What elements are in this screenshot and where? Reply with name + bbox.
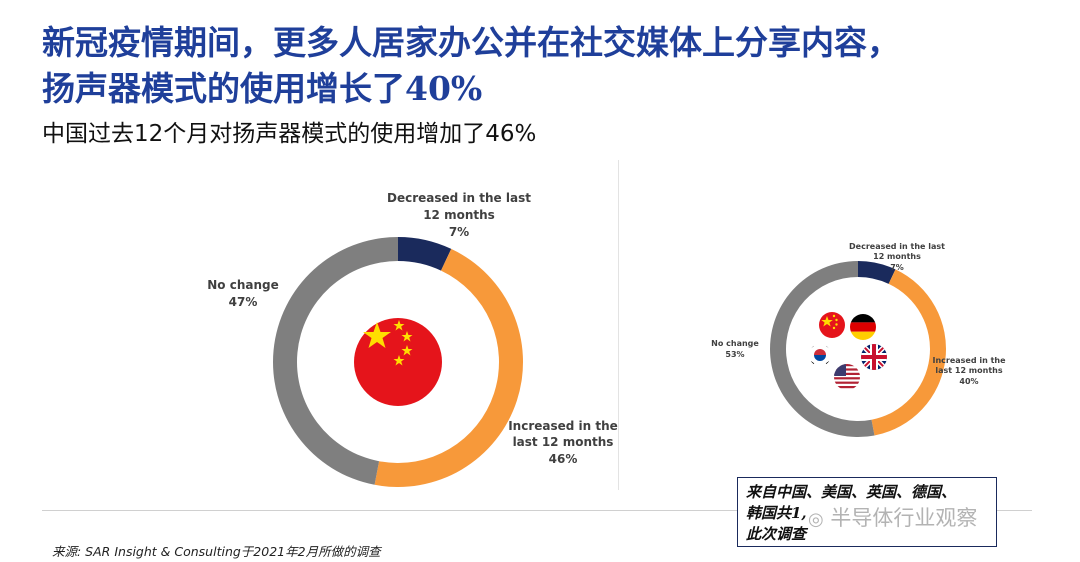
title-line-1: 新冠疫情期间，更多人居家办公并在社交媒体上分享内容， xyxy=(42,23,900,62)
source-note: 来源: SAR Insight & Consulting于2021年2月所做的调… xyxy=(52,544,381,559)
chart1-label-nochange: No change xyxy=(207,278,279,292)
chart2-value-increased: 40% xyxy=(959,377,978,386)
donut-chart-global xyxy=(770,261,946,438)
chart2-label-decreased-line1: Decreased in the last xyxy=(849,242,945,251)
wechat-icon: ◎ xyxy=(808,509,824,530)
chart2-label-increased-line1: Increased in the xyxy=(932,356,1006,365)
chart1-label-decreased-line2: 12 months xyxy=(423,208,495,222)
chart1-value-nochange: 47% xyxy=(229,295,258,309)
china-flag-icon xyxy=(354,318,442,406)
chart1-slice-0 xyxy=(398,237,452,271)
donut-chart-china xyxy=(272,237,524,488)
chart1-value-decreased: 7% xyxy=(449,225,469,239)
page-title: 新冠疫情期间，更多人居家办公并在社交媒体上分享内容， 扬声器模式的使用增长了40… xyxy=(42,20,1042,112)
korea-flag-icon xyxy=(809,344,831,366)
chart1-labels: Decreased in the last 12 months 7% No ch… xyxy=(207,191,618,466)
chart2-slice-0 xyxy=(858,261,896,284)
chart1-label-decreased-line1: Decreased in the last xyxy=(387,191,531,205)
title-line-2: 扬声器模式的使用增长了40% xyxy=(42,69,483,108)
chart1-label-increased-line1: Increased in the xyxy=(508,419,618,433)
note-line-2: 韩国共1, xyxy=(746,504,807,522)
chart1-label-increased-line2: last 12 months xyxy=(513,435,614,449)
chart2-label-decreased-line2: 12 months xyxy=(873,252,921,261)
germany-flag-icon xyxy=(850,314,876,340)
chart1-slice-2 xyxy=(272,237,398,485)
chart1-value-increased: 46% xyxy=(549,452,578,466)
chart2-value-nochange: 53% xyxy=(725,350,744,359)
chart1-slice-1 xyxy=(374,248,524,488)
china-flag-icon xyxy=(819,312,845,338)
chart2-label-increased-line2: last 12 months xyxy=(935,366,1002,375)
watermark: ◎ 半导体行业观察 xyxy=(808,502,977,532)
note-line-1: 来自中国、美国、英国、德国、 xyxy=(746,483,957,501)
panel-divider xyxy=(618,160,619,490)
chart2-label-nochange: No change xyxy=(711,339,759,348)
uk-flag-icon xyxy=(861,344,887,370)
watermark-text: 半导体行业观察 xyxy=(830,506,978,530)
note-line-3: 此次调查 xyxy=(746,525,807,543)
chart2-labels: Decreased in the last 12 months 7% No ch… xyxy=(711,242,1006,386)
usa-flag-icon xyxy=(834,364,860,390)
page-subtitle: 中国过去12个月对扬声器模式的使用增加了46% xyxy=(42,121,537,147)
chart2-slice-2 xyxy=(770,261,875,438)
chart2-slice-1 xyxy=(871,269,946,436)
footer-divider xyxy=(42,510,1032,511)
survey-note-box: 来自中国、美国、英国、德国、 韩国共1, 此次调查 xyxy=(737,477,997,547)
chart2-value-decreased: 7% xyxy=(890,263,904,272)
